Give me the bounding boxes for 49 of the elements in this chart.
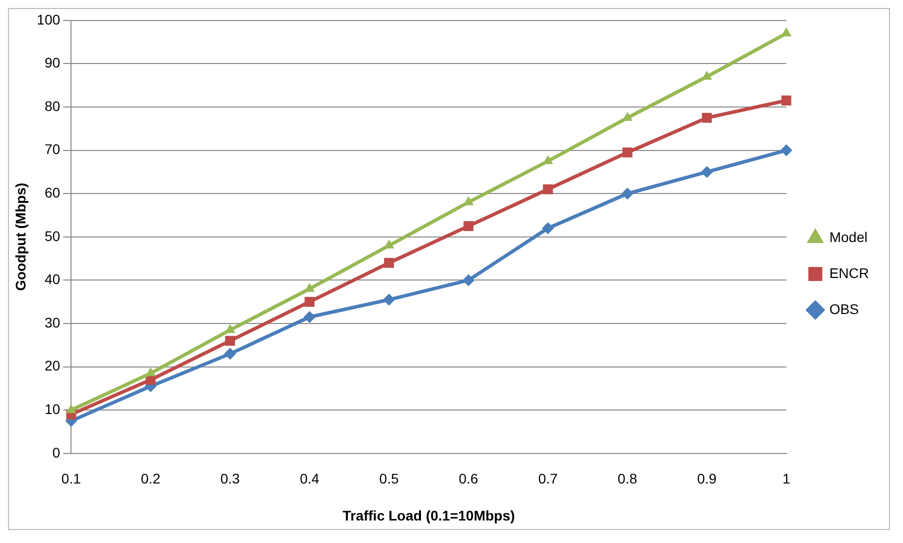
y-tick-label: 90 [44,54,60,71]
point [463,196,474,206]
x-tick-label: 0.4 [300,470,320,487]
point [780,144,792,156]
point [462,274,474,286]
point [621,188,634,200]
point [383,294,396,306]
x-tick-label: 0.7 [538,470,558,487]
point [542,222,554,234]
point [224,348,236,360]
point [66,404,76,414]
x-axis-title: Traffic Load (0.1=10Mbps) [342,507,515,524]
y-tick-label: 60 [44,184,60,200]
point [542,155,554,164]
point [781,96,792,106]
y-tick-label: 10 [44,400,60,417]
point [304,311,316,324]
x-tick-label: 0.3 [220,470,240,487]
point [384,240,394,249]
y-tick-label: 30 [44,314,60,330]
point [225,336,236,346]
y-tick-label: 80 [44,98,60,114]
legend-label: OBS [829,300,859,317]
point [304,296,314,307]
x-tick-label: 0.1 [61,470,82,487]
x-tick-label: 0.9 [697,470,717,487]
legend-label: ENCR [829,264,870,281]
point [542,184,553,194]
x-tick-label: 0.8 [618,470,638,487]
y-tick-label: 70 [44,141,60,158]
point [384,258,394,268]
y-tick-label: 0 [52,444,60,460]
x-tick-label: 0.6 [458,470,478,487]
point [622,148,632,158]
x-tick-label: 0.5 [379,470,399,487]
point [622,112,633,121]
y-tick-label: 100 [36,11,60,28]
point [702,112,712,123]
legend-label: Model [829,228,868,245]
point [464,221,474,232]
x-tick-label: 0.2 [140,470,161,487]
y-axis-title: Goodput (Mbps) [12,182,28,291]
x-tick-label: 1 [782,470,790,487]
y-tick-label: 40 [44,271,60,288]
y-tick-label: 50 [44,228,60,244]
point [781,27,792,36]
point [702,70,712,80]
y-tick-label: 20 [44,358,60,374]
point [700,166,713,178]
